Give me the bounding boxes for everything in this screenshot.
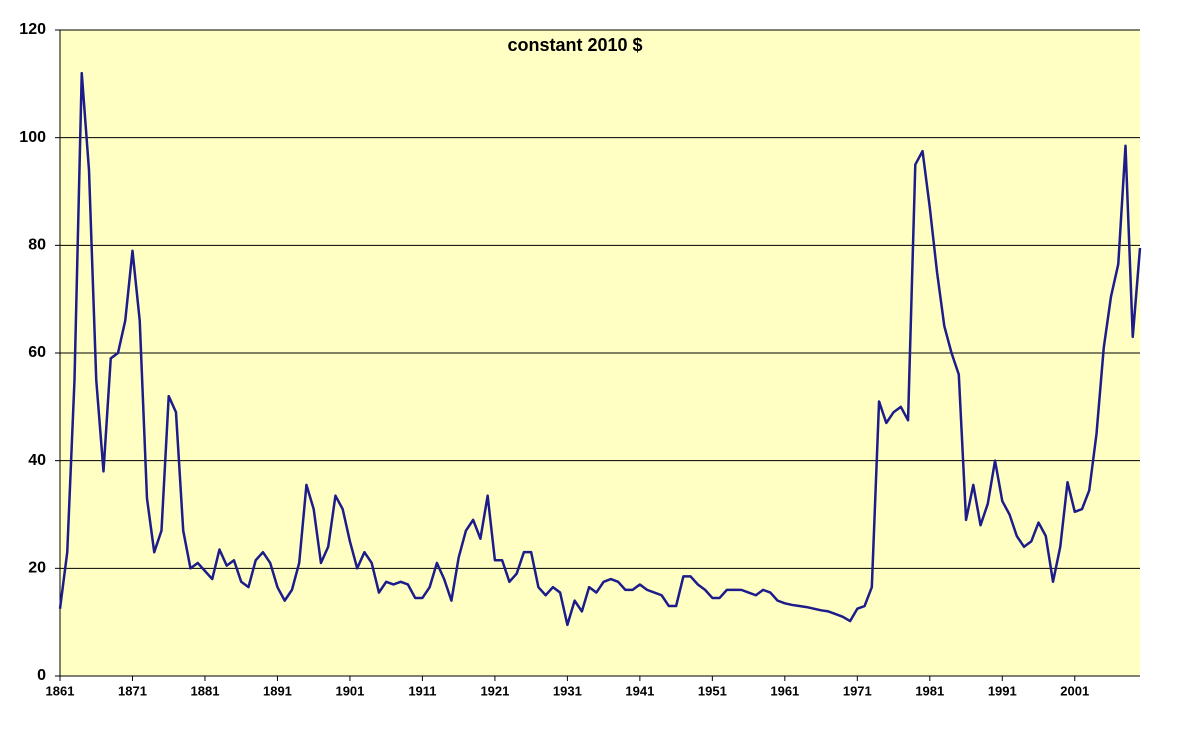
- x-tick-label: 1911: [408, 683, 436, 698]
- x-tick-label: 1971: [843, 683, 872, 698]
- x-tick-label: 1931: [553, 683, 582, 698]
- x-tick-label: 1961: [770, 683, 799, 698]
- x-tick-label: 1871: [118, 683, 147, 698]
- x-tick-label: 1991: [988, 683, 1017, 698]
- x-tick-label: 1901: [335, 683, 364, 698]
- x-tick-label: 1921: [480, 683, 509, 698]
- y-tick-label: 40: [28, 452, 46, 469]
- x-tick-label: 1941: [625, 683, 654, 698]
- y-tick-label: 0: [37, 667, 46, 684]
- y-tick-label: 80: [28, 237, 46, 254]
- x-tick-label: 2001: [1060, 683, 1089, 698]
- chart-title: constant 2010 $: [507, 35, 642, 55]
- y-tick-label: 120: [19, 21, 46, 38]
- y-tick-label: 20: [28, 560, 46, 577]
- data-line: [58, 71, 1142, 627]
- x-tick-label: 1951: [698, 683, 727, 698]
- y-tick-label: 60: [28, 344, 46, 361]
- x-tick-label: 1891: [263, 683, 292, 698]
- y-tick-label: 100: [19, 129, 46, 146]
- x-tick-label: 1981: [915, 683, 944, 698]
- x-tick-label: 1881: [191, 683, 220, 698]
- x-tick-label: 1861: [46, 683, 75, 698]
